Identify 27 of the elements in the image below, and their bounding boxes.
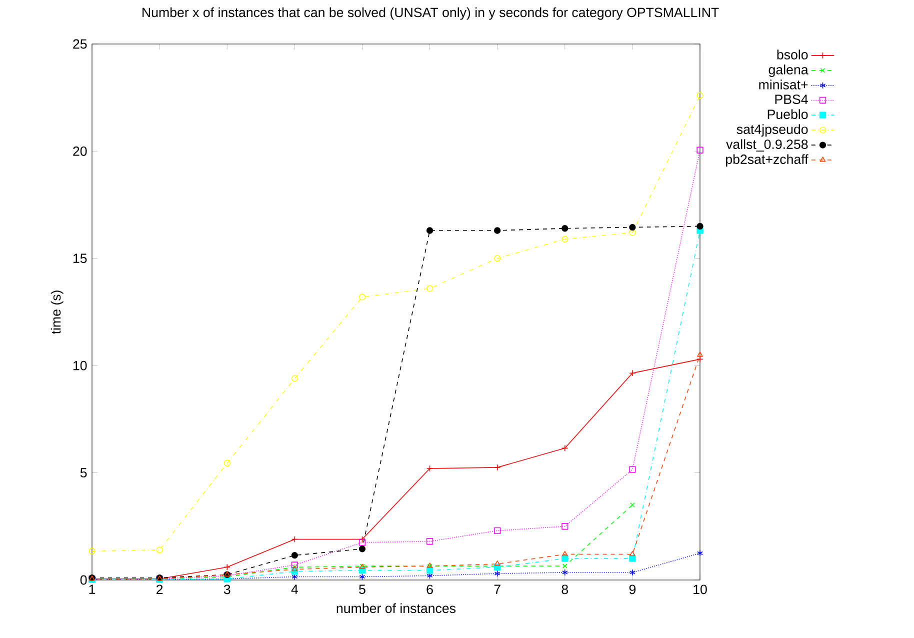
x-tick-label: 3 bbox=[224, 584, 230, 594]
y-tick-label: 15 bbox=[73, 254, 87, 264]
x-tick-label: 2 bbox=[156, 584, 163, 594]
y-axis-title: time (s) bbox=[50, 290, 64, 334]
x-tick-label: 6 bbox=[426, 584, 433, 594]
legend-label: sat4jpseudo bbox=[736, 124, 808, 137]
legend-label: galena bbox=[768, 64, 808, 78]
y-tick-label: 0 bbox=[80, 575, 87, 585]
legend-label: vallst_0.9.258 bbox=[726, 139, 808, 152]
x-tick-label: 1 bbox=[89, 584, 96, 594]
legend-label: bsolo bbox=[777, 50, 808, 60]
x-tick-label: 5 bbox=[359, 584, 366, 594]
legend-label: pb2sat+zchaff bbox=[726, 154, 808, 167]
legend-label: Pueblo bbox=[768, 109, 808, 120]
legend-label: PBS4 bbox=[775, 94, 808, 104]
y-tick-label: 5 bbox=[80, 468, 87, 478]
x-tick-label: 9 bbox=[629, 584, 636, 594]
x-axis-title: number of instances bbox=[336, 603, 456, 614]
y-tick-label: 10 bbox=[73, 360, 87, 370]
x-tick-label: 4 bbox=[291, 584, 298, 594]
x-tick-label: 7 bbox=[494, 584, 500, 594]
legend-label: minisat+ bbox=[759, 80, 808, 90]
x-tick-label: 10 bbox=[694, 584, 707, 594]
y-tick-label: 25 bbox=[73, 39, 87, 49]
chart-title: Number x of instances that can be solved (UNSAT only) in y seconds for category OPTSMALLINT bbox=[142, 7, 719, 20]
x-tick-label: 8 bbox=[562, 584, 568, 594]
y-tick-label: 20 bbox=[73, 146, 87, 156]
